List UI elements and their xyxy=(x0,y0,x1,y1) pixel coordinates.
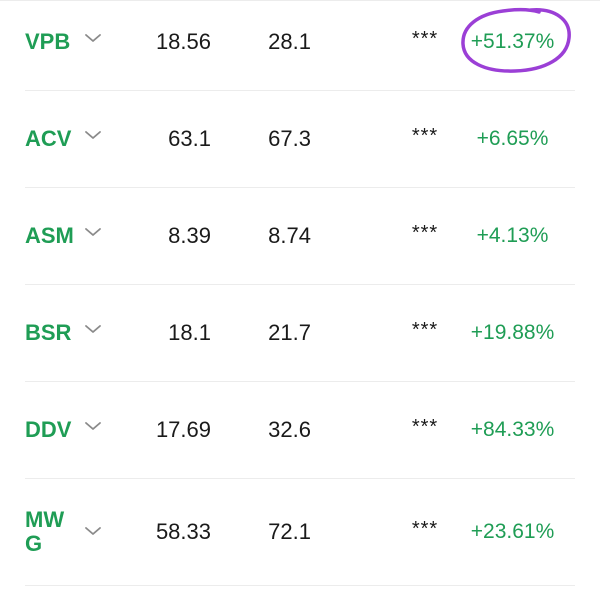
row-divider xyxy=(25,381,575,382)
change-percent: +51.37% xyxy=(470,30,555,53)
row-divider xyxy=(25,478,575,479)
row-divider xyxy=(25,284,575,285)
price-target: 21.7 xyxy=(268,320,311,345)
price-target: 72.1 xyxy=(268,519,311,544)
stock-row[interactable]: VPB 18.56 28.1 *** +51.37% xyxy=(0,0,600,91)
rating-stars: *** xyxy=(411,415,439,438)
change-percent: +23.61% xyxy=(470,520,555,543)
price-reference: 17.69 xyxy=(155,417,211,442)
row-divider xyxy=(25,187,575,188)
ticker-symbol[interactable]: BSR xyxy=(25,320,72,345)
chevron-down-icon[interactable] xyxy=(84,525,102,537)
price-reference: 18.1 xyxy=(168,320,211,345)
ticker-symbol[interactable]: DDV xyxy=(25,417,72,442)
ticker-symbol[interactable]: ASM xyxy=(25,223,74,248)
change-percent: +6.65% xyxy=(476,127,549,150)
rating-stars: *** xyxy=(411,517,439,540)
chevron-down-icon[interactable] xyxy=(84,323,102,335)
ticker-symbol[interactable]: ACV xyxy=(25,126,72,151)
chevron-down-icon[interactable] xyxy=(84,32,102,44)
price-target: 28.1 xyxy=(268,29,311,54)
price-reference: 58.33 xyxy=(155,519,211,544)
price-reference: 18.56 xyxy=(155,29,211,54)
stock-row[interactable]: DDV 17.69 32.6 *** +84.33% xyxy=(0,382,600,479)
stock-row[interactable]: ACV 63.1 67.3 *** +6.65% xyxy=(0,91,600,188)
change-percent: +19.88% xyxy=(470,321,555,344)
stock-row[interactable]: ASM 8.39 8.74 *** +4.13% xyxy=(0,188,600,285)
price-reference: 63.1 xyxy=(168,126,211,151)
chevron-down-icon[interactable] xyxy=(84,420,102,432)
rating-stars: *** xyxy=(411,124,439,147)
stock-row[interactable]: BSR 18.1 21.7 *** +19.88% xyxy=(0,285,600,382)
chevron-down-icon[interactable] xyxy=(84,226,102,238)
price-target: 32.6 xyxy=(268,417,311,442)
price-target: 67.3 xyxy=(268,126,311,151)
rating-stars: *** xyxy=(411,221,439,244)
top-divider xyxy=(0,0,600,1)
row-divider xyxy=(25,90,575,91)
price-reference: 8.39 xyxy=(168,223,211,248)
row-divider xyxy=(25,585,575,586)
change-percent: +4.13% xyxy=(476,224,549,247)
change-percent: +84.33% xyxy=(470,418,555,441)
chevron-down-icon[interactable] xyxy=(84,129,102,141)
ticker-symbol[interactable]: MWG xyxy=(25,507,65,556)
rating-stars: *** xyxy=(411,27,439,50)
rating-stars: *** xyxy=(411,318,439,341)
price-target: 8.74 xyxy=(268,223,311,248)
stock-row[interactable]: MWG 58.33 72.1 *** +23.61% xyxy=(0,479,600,586)
ticker-symbol[interactable]: VPB xyxy=(25,29,71,54)
